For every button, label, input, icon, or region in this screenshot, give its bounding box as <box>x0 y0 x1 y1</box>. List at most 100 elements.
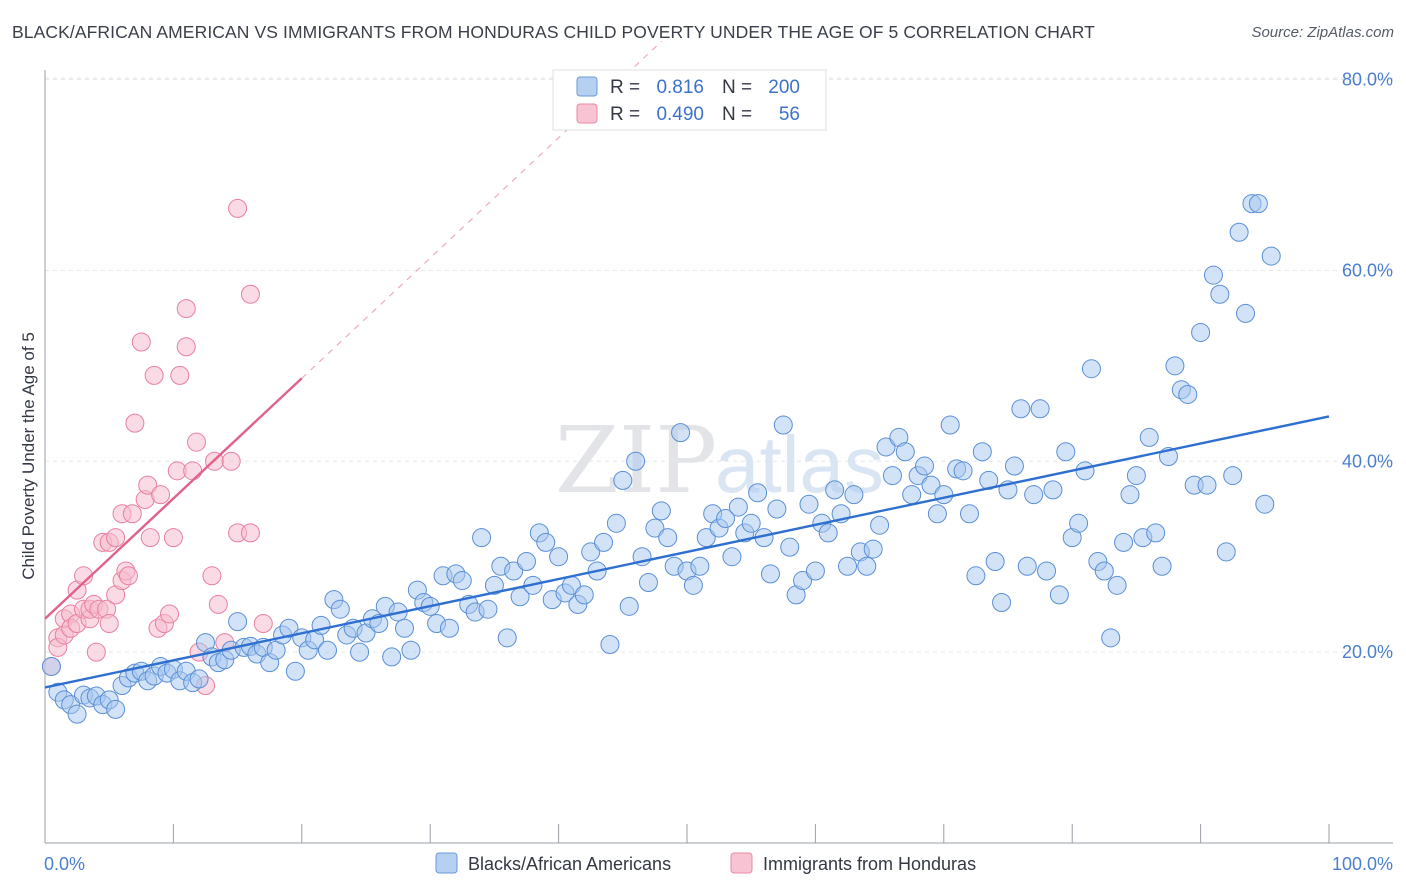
data-point-black-african-american <box>619 596 639 616</box>
data-point-honduras <box>99 614 119 634</box>
legend-n-value-pink: 56 <box>779 104 800 125</box>
data-point-honduras <box>140 528 160 548</box>
series-honduras <box>41 198 273 696</box>
data-point-black-african-american <box>760 564 780 584</box>
data-point-black-african-american <box>1178 384 1198 404</box>
bottom-legend-label-pink: Immigrants from Honduras <box>763 854 976 874</box>
data-point-honduras <box>138 475 158 495</box>
chart-title: BLACK/AFRICAN AMERICAN VS IMMIGRANTS FRO… <box>12 22 1095 42</box>
data-point-black-african-american <box>940 415 960 435</box>
y-tick-label: 60.0% <box>1342 260 1393 280</box>
grid-lines <box>45 77 1393 653</box>
legend-r-value-blue: 0.816 <box>656 77 704 98</box>
x-tick-label-min: 0.0% <box>44 854 85 874</box>
data-point-black-african-american <box>799 494 819 514</box>
data-point-black-african-american <box>1139 427 1159 447</box>
data-point-black-african-american <box>1075 461 1095 481</box>
data-point-black-african-american <box>1261 246 1281 266</box>
data-point-black-african-american <box>683 575 703 595</box>
data-point-black-african-american <box>1030 399 1050 419</box>
data-point-black-african-american <box>478 599 498 619</box>
legend-r-label-pink: R = <box>610 104 640 125</box>
data-point-black-african-american <box>748 483 768 503</box>
data-point-honduras <box>163 528 183 548</box>
data-point-black-african-american <box>870 515 890 535</box>
data-point-black-african-american <box>549 547 569 567</box>
legend-swatch-blue <box>576 76 598 97</box>
data-point-honduras <box>253 614 273 634</box>
data-point-honduras <box>151 485 171 505</box>
data-point-black-african-american <box>67 704 87 724</box>
data-point-black-african-american <box>1165 356 1185 376</box>
data-point-black-african-american <box>626 451 646 471</box>
y-tick-label: 20.0% <box>1342 642 1393 662</box>
data-point-black-african-american <box>972 442 992 462</box>
y-tick-label: 40.0% <box>1342 451 1393 471</box>
legend-n-label-pink: N = <box>722 104 752 125</box>
trendline-honduras <box>44 377 303 620</box>
data-point-black-african-american <box>690 556 710 576</box>
legend-r-label-blue: R = <box>610 77 640 98</box>
data-point-black-african-american <box>966 566 986 586</box>
data-point-black-african-american <box>1081 359 1101 379</box>
data-point-black-african-american <box>825 480 845 500</box>
data-point-black-african-american <box>1255 494 1275 514</box>
data-point-black-african-american <box>902 485 922 505</box>
data-point-black-african-american <box>1101 628 1121 648</box>
data-point-black-african-american <box>613 470 633 490</box>
data-point-black-african-american <box>992 593 1012 613</box>
data-point-black-african-american <box>1152 556 1172 576</box>
y-axis-label: Child Poverty Under the Age of 5 <box>19 332 38 580</box>
data-point-black-african-american <box>228 612 248 632</box>
data-point-black-african-american <box>671 423 691 443</box>
data-point-black-african-american <box>472 528 492 548</box>
data-point-black-african-american <box>741 513 761 533</box>
data-point-honduras <box>240 284 260 304</box>
legend-swatch-pink <box>576 103 598 124</box>
data-point-honduras <box>144 365 164 385</box>
data-point-black-african-american <box>927 504 947 524</box>
data-point-black-african-american <box>1056 442 1076 462</box>
data-point-black-african-american <box>452 571 472 591</box>
bottom-legend-label-blue: Blacks/African Americans <box>468 854 671 874</box>
data-point-black-african-american <box>189 669 209 689</box>
data-point-black-african-american <box>1120 485 1140 505</box>
data-point-black-african-american <box>285 661 305 681</box>
data-point-honduras <box>202 566 222 586</box>
data-point-honduras <box>208 594 228 614</box>
data-point-honduras <box>131 332 151 352</box>
data-point-honduras <box>118 566 138 586</box>
data-point-black-african-american <box>895 442 915 462</box>
legend-box <box>552 69 827 131</box>
data-point-black-african-american <box>1216 542 1236 562</box>
data-point-black-african-american <box>1229 222 1249 242</box>
data-point-black-african-american <box>1069 513 1089 533</box>
data-point-honduras <box>106 528 126 548</box>
data-point-black-african-american <box>439 618 459 638</box>
data-point-honduras <box>125 413 145 433</box>
data-point-black-african-american <box>536 532 556 552</box>
data-point-black-african-american <box>574 585 594 605</box>
data-point-black-african-american <box>1017 556 1037 576</box>
data-point-black-african-american <box>504 561 524 581</box>
data-point-black-african-american <box>517 551 536 571</box>
data-point-black-african-american <box>645 518 665 538</box>
data-point-black-african-american <box>41 656 61 676</box>
data-point-black-african-american <box>279 618 299 638</box>
data-point-black-african-american <box>1203 265 1223 285</box>
data-point-black-african-american <box>696 528 716 548</box>
data-point-black-african-american <box>1126 466 1146 486</box>
data-point-black-african-american <box>953 461 973 481</box>
data-point-black-african-american <box>844 485 864 505</box>
data-point-black-african-american <box>1210 284 1230 304</box>
data-point-black-african-american <box>401 640 421 660</box>
data-point-honduras <box>170 365 190 385</box>
data-point-black-african-american <box>921 475 941 495</box>
data-point-black-african-american <box>484 575 504 595</box>
data-point-black-african-american <box>1043 480 1063 500</box>
data-point-black-african-american <box>350 642 370 662</box>
data-point-honduras <box>240 523 260 543</box>
data-point-black-african-american <box>915 456 935 476</box>
legend-r-value-pink: 0.490 <box>656 104 704 125</box>
data-point-black-african-american <box>1004 456 1024 476</box>
